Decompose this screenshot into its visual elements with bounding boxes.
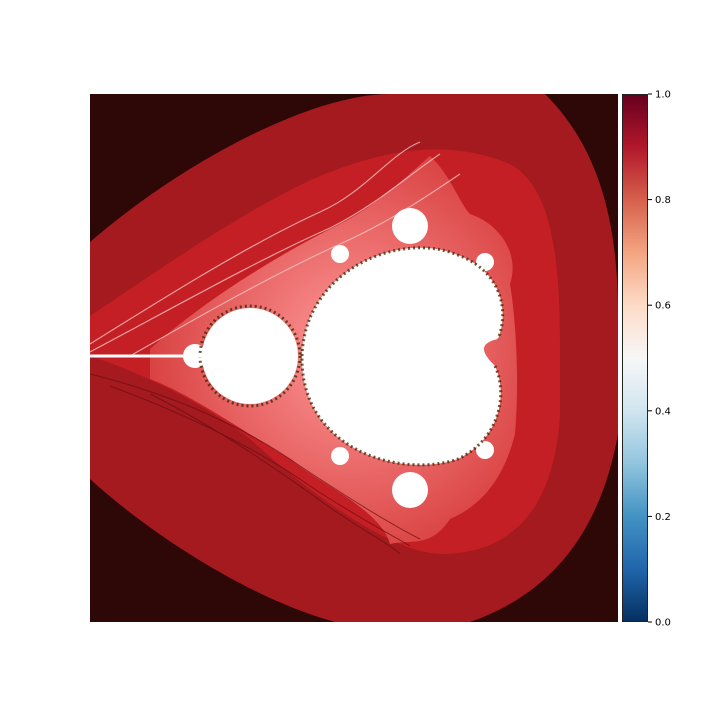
colorbar-tick-label: 0.0 — [655, 618, 671, 629]
colorbar-tick-label: 0.6 — [655, 301, 671, 312]
colorbar-tick-label: 0.8 — [655, 195, 671, 206]
contour-lines — [90, 141, 461, 357]
colorbar-tick-label: 0.2 — [655, 512, 671, 523]
set-interior — [183, 208, 503, 508]
dark-contours — [90, 373, 421, 555]
fractal-image — [90, 94, 618, 622]
colorbar — [622, 94, 648, 622]
colorbar-tick-label: 1.0 — [655, 90, 671, 101]
colorbar-tick-label: 0.4 — [655, 406, 671, 417]
fractal-heatmap — [90, 94, 618, 622]
